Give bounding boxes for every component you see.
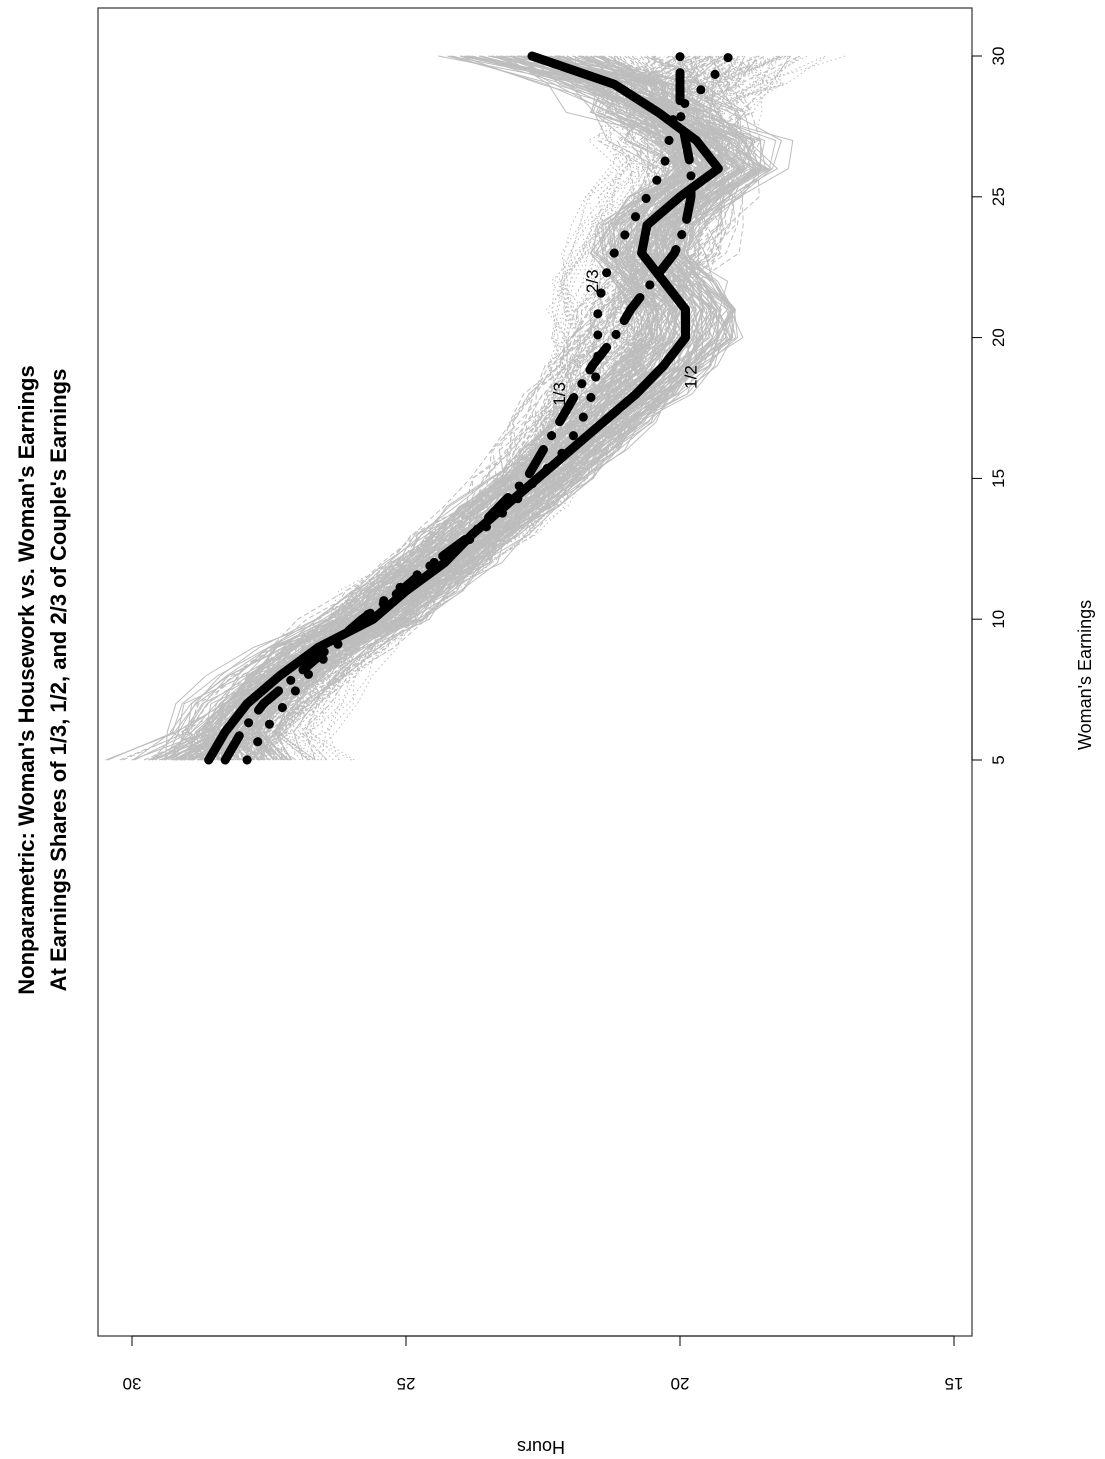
replicate-curve (210, 55, 670, 761)
x-tick-label: 15 (989, 469, 1008, 488)
replicate-curve (300, 55, 741, 761)
x-tick-label: 30 (989, 47, 1008, 66)
curve-label-1-2: 1/2 (681, 365, 700, 389)
replicate-curve (190, 55, 739, 761)
series-line-2-3 (242, 51, 734, 765)
replicate-curve (119, 55, 691, 761)
replicate-curve (204, 55, 697, 761)
bootstrap-replicate-curves (105, 55, 846, 761)
replicate-curve (179, 55, 696, 761)
replicate-curve (143, 55, 693, 761)
replicate-curve (200, 55, 705, 761)
y-tick-label: 30 (123, 1374, 142, 1393)
replicate-curve (298, 55, 755, 761)
y-tick-label: 20 (671, 1374, 690, 1393)
replicate-curve (232, 55, 714, 761)
replicate-curve (171, 55, 692, 761)
replicate-curve (207, 55, 790, 761)
replicate-curve (227, 55, 755, 761)
replicate-curve (224, 55, 777, 761)
replicate-curve (172, 55, 680, 761)
replicate-curve (306, 55, 770, 761)
plot-frame (97, 7, 973, 1337)
replicate-curve (304, 55, 734, 761)
replicate-curve (184, 55, 700, 761)
replicate-curve (269, 55, 827, 761)
replicate-curve (231, 55, 738, 761)
replicate-curve (297, 55, 722, 761)
replicate-curve (218, 55, 665, 761)
y-axis: 15 20 25 30 (123, 1335, 964, 1393)
replicate-curve (248, 55, 693, 761)
title-line-2: At Earnings Shares of 1/3, 1/2, and 2/3 … (46, 369, 71, 992)
series-group (204, 51, 734, 765)
replicate-curve (204, 55, 682, 761)
replicate-curve (240, 55, 677, 761)
replicate-curve (260, 55, 717, 761)
replicate-curve (182, 55, 702, 761)
replicate-curve (175, 55, 794, 761)
curve-label-2-3: 2/3 (583, 269, 602, 293)
replicate-curve (215, 55, 699, 761)
y-tick-label: 15 (945, 1374, 964, 1393)
curve-label-1-3: 1/3 (550, 382, 569, 406)
replicate-curve (202, 55, 720, 761)
x-tick-label: 5 (989, 755, 1008, 764)
replicate-curve (217, 55, 760, 761)
replicate-curve (286, 55, 780, 761)
replicate-curve (280, 55, 735, 761)
replicate-curve (232, 55, 775, 761)
x-axis-label: Woman's Earnings (1075, 600, 1095, 750)
replicate-curve (328, 55, 781, 761)
replicate-curve (150, 55, 692, 761)
x-tick-label: 10 (989, 610, 1008, 629)
replicate-curve (208, 55, 800, 761)
curve-labels: 1/3 1/2 2/3 (550, 269, 701, 405)
series-line-1-2 (204, 51, 723, 765)
replicate-curve (201, 55, 733, 761)
replicate-curve (217, 55, 790, 761)
replicate-curve (240, 55, 781, 761)
replicate-curve (235, 55, 712, 761)
replicate-curve (310, 55, 770, 761)
title-line-1: Nonparametric: Woman's Housework vs. Wom… (14, 365, 39, 994)
x-tick-label: 20 (989, 328, 1008, 347)
replicate-curve (190, 55, 686, 761)
replicate-curve (257, 55, 740, 761)
replicate-curve (221, 55, 759, 761)
replicate-curve (320, 55, 744, 761)
replicate-curve (122, 55, 687, 761)
x-axis: 5 10 15 20 25 30 (971, 47, 1008, 765)
replicate-curve (307, 55, 751, 761)
replicate-curve (210, 55, 663, 761)
y-tick-label: 25 (397, 1374, 416, 1393)
replicate-curve (191, 55, 790, 761)
x-tick-label: 25 (989, 187, 1008, 206)
y-axis-label: Hours (517, 1437, 565, 1457)
